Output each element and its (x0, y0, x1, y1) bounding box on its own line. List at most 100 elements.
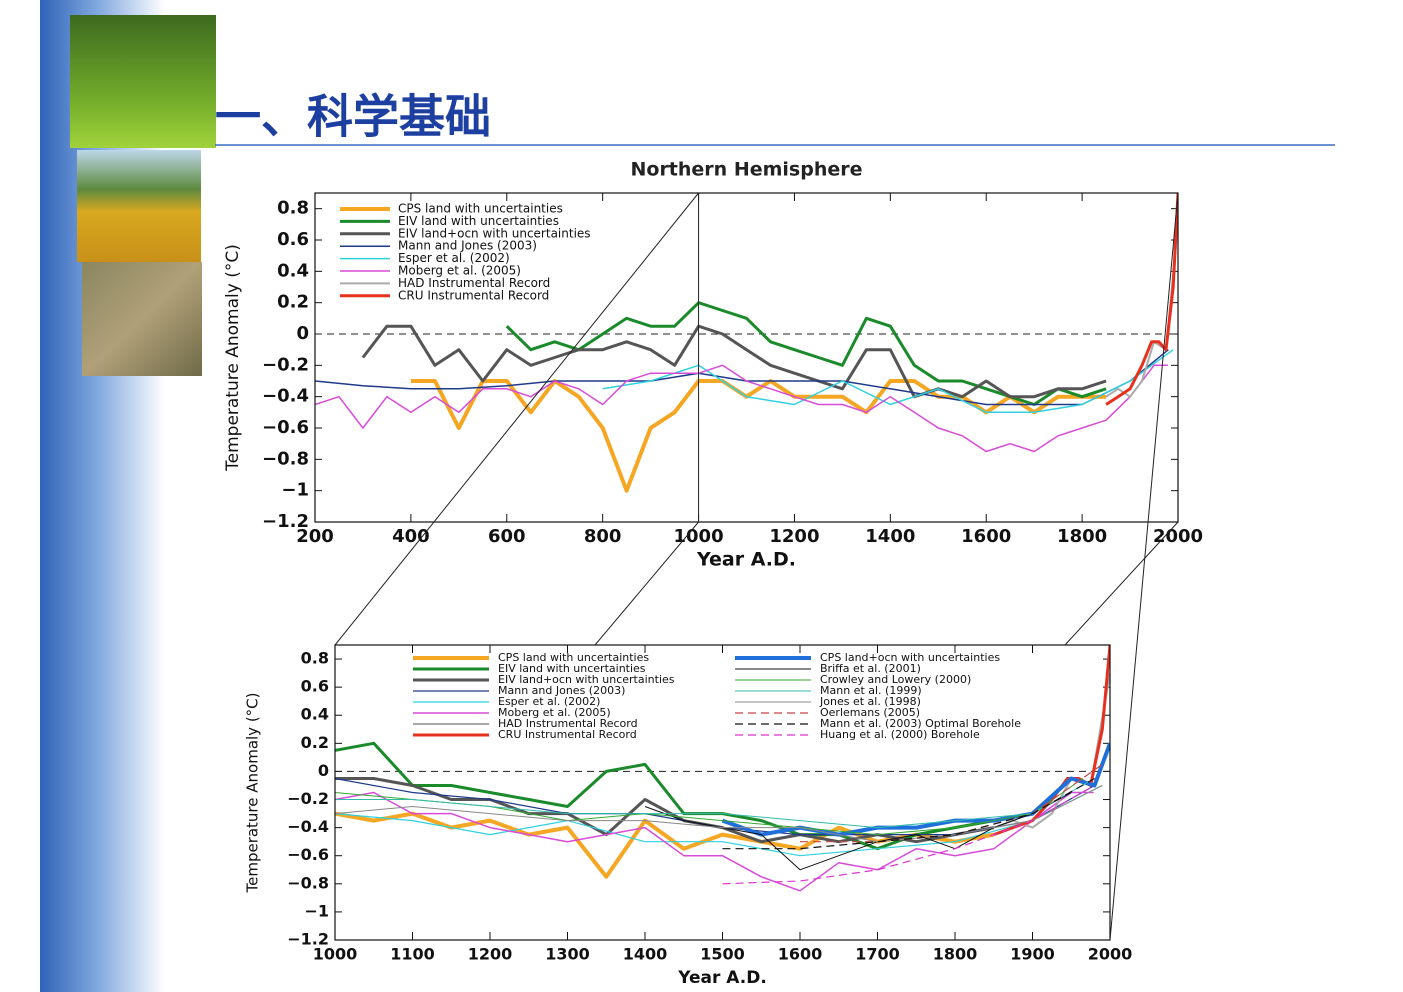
y-axis-label: Temperature Anomaly (°C) (223, 244, 243, 472)
legend-label: Mann et al. (2003) Optimal Borehole (820, 717, 1021, 730)
series-line (505, 301, 1107, 406)
x-tick-label: 1800 (1057, 526, 1107, 547)
series-line (335, 811, 995, 879)
zoom-connector (1109, 192, 1179, 941)
legend-label: EIV land+ocn with uncertainties (498, 673, 675, 686)
x-tick-label: 1100 (390, 945, 435, 964)
series-line (800, 763, 1103, 843)
y-tick-label: 0.2 (301, 733, 329, 752)
legend-label: Mann and Jones (2003) (498, 684, 625, 697)
x-axis-label: Year A.D. (677, 968, 767, 988)
x-tick-label: 1800 (933, 945, 978, 964)
y-tick-label: −1.2 (287, 930, 329, 949)
y-tick-label: 0 (296, 323, 309, 344)
y-tick-label: −0.8 (287, 873, 329, 892)
legend-label: EIV land with uncertainties (398, 214, 559, 228)
zoom-connector (594, 521, 699, 646)
series-line (722, 777, 1095, 850)
legend-label: Esper et al. (2002) (498, 695, 600, 708)
y-tick-label: 0.8 (277, 198, 309, 219)
legend-label: EIV land with uncertainties (498, 662, 646, 675)
x-tick-label: 1700 (855, 945, 900, 964)
y-tick-label: 0.2 (277, 292, 309, 313)
series-line (361, 324, 1107, 399)
x-tick-label: 2000 (1153, 526, 1203, 547)
x-tick-label: 1200 (468, 945, 513, 964)
legend-label: CRU Instrumental Record (398, 288, 549, 302)
series-line (721, 742, 1110, 837)
y-tick-label: 0 (318, 761, 329, 780)
charts: Northern Hemisphere Year A.D. Temperature … (223, 159, 1203, 989)
legend-label: CPS land+ocn with uncertainties (820, 651, 1000, 664)
y-tick-label: 0.6 (277, 229, 309, 250)
x-tick-label: 1900 (1010, 945, 1055, 964)
plot-frame (314, 192, 1179, 523)
slide-title: 一、科学基础 (215, 90, 491, 144)
y-axis-label: Temperature Anomaly (°C) (244, 692, 262, 893)
series-line (315, 364, 1168, 453)
legend-label: CRU Instrumental Record (498, 728, 637, 741)
x-tick-label: 800 (584, 526, 622, 547)
legend-label: HAD Instrumental Record (398, 276, 550, 290)
y-tick-label: −1 (304, 901, 329, 920)
x-tick-label: 1000 (313, 945, 358, 964)
x-tick-label: 1400 (623, 945, 668, 964)
series-group (335, 645, 1110, 892)
x-tick-label: 2000 (1088, 945, 1133, 964)
y-tick-label: −0.6 (287, 845, 329, 864)
series-line (335, 741, 995, 851)
y-tick-label: −1.2 (262, 511, 309, 532)
y-tick-label: 0.4 (301, 705, 329, 724)
y-tick-label: −0.8 (262, 448, 309, 469)
x-tick-label: 1000 (674, 526, 724, 547)
zoom-connector (334, 192, 699, 646)
chart-title: Northern Hemisphere (630, 159, 862, 181)
terrace-image (82, 262, 202, 376)
legend-label: Oerlemans (2005) (820, 706, 920, 719)
series-line (1105, 193, 1178, 406)
legend-label: Mann et al. (1999) (820, 684, 922, 697)
y-tick-label: 0.6 (301, 677, 329, 696)
series-line (410, 379, 1107, 493)
forest-image (70, 15, 216, 148)
y-tick-label: −0.2 (287, 789, 329, 808)
legend-label: Moberg et al. (2005) (498, 706, 611, 719)
series-line (335, 791, 1094, 892)
legend-label: Huang et al. (2000) Borehole (820, 728, 980, 741)
river-image (77, 150, 201, 262)
x-tick-label: 1300 (545, 945, 590, 964)
legend-label: Esper et al. (2002) (398, 251, 510, 265)
y-tick-label: −0.4 (262, 386, 309, 407)
series-line (335, 778, 1095, 829)
side-strip (40, 0, 165, 992)
legend-label: EIV land+ocn with uncertainties (398, 226, 591, 240)
x-tick-label: 1500 (700, 945, 745, 964)
x-tick-label: 1600 (961, 526, 1011, 547)
legend-label: Briffa et al. (2001) (820, 662, 921, 675)
x-tick-label: 1200 (769, 526, 819, 547)
legend-label: Moberg et al. (2005) (398, 264, 521, 278)
zoom-connector (1064, 521, 1179, 646)
plot-frame (334, 644, 1111, 941)
x-tick-label: 200 (296, 526, 334, 547)
series-line (335, 777, 995, 844)
legend-label: HAD Instrumental Record (498, 717, 638, 730)
series-line (993, 672, 1110, 829)
legend-label: Crowley and Lowery (2000) (820, 673, 971, 686)
y-tick-label: 0.8 (301, 649, 329, 668)
series-line (722, 784, 1095, 885)
x-tick-label: 400 (392, 526, 430, 547)
legend-label: CPS land with uncertainties (498, 651, 649, 664)
x-tick-label: 1600 (778, 945, 823, 964)
y-tick-label: −0.6 (262, 417, 309, 438)
y-tick-label: 0.4 (277, 260, 309, 281)
x-tick-label: 1400 (865, 526, 915, 547)
y-tick-label: −0.4 (287, 817, 329, 836)
legend-label: CPS land with uncertainties (398, 202, 563, 216)
series-line (335, 785, 1103, 843)
legend-label: Jones et al. (1998) (819, 695, 921, 708)
series-line (644, 792, 1072, 871)
x-tick-label: 600 (488, 526, 526, 547)
